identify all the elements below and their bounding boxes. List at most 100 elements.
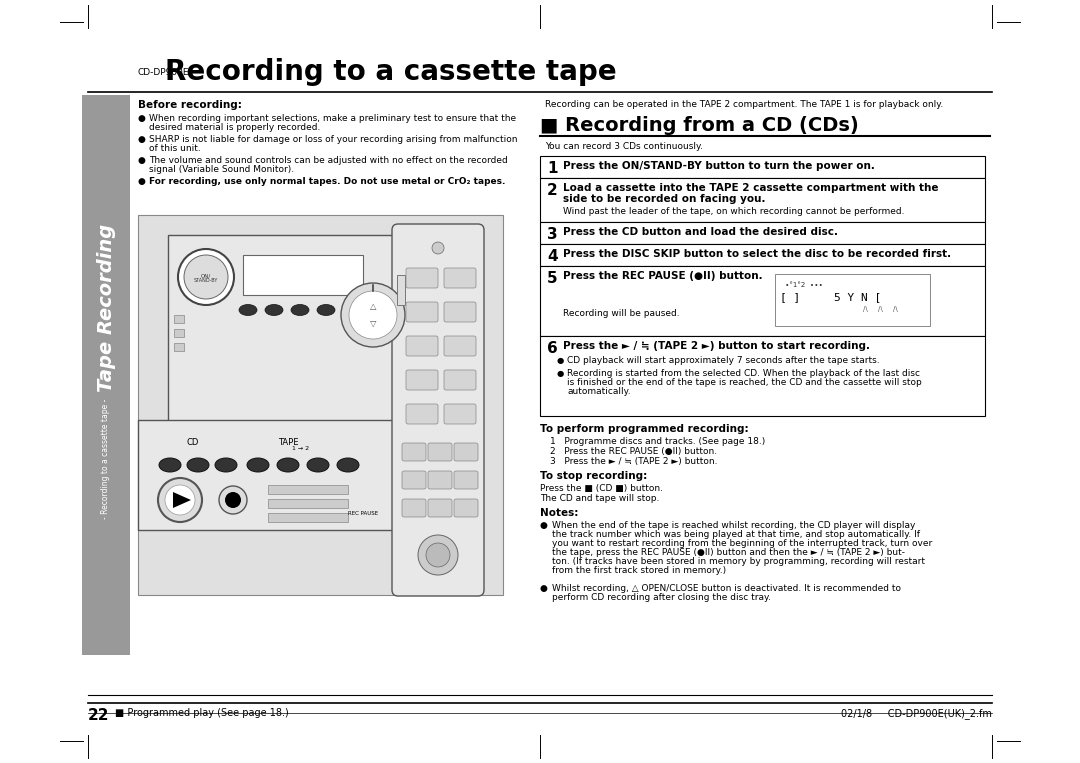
Text: you want to restart recording from the beginning of the interrupted track, turn : you want to restart recording from the b… <box>552 539 932 548</box>
Circle shape <box>165 485 195 515</box>
Ellipse shape <box>187 458 210 472</box>
Text: To stop recording:: To stop recording: <box>540 471 647 481</box>
FancyBboxPatch shape <box>444 302 476 322</box>
Bar <box>174 329 184 337</box>
Text: of this unit.: of this unit. <box>149 144 201 153</box>
Circle shape <box>225 492 241 508</box>
Ellipse shape <box>159 458 181 472</box>
Text: 02/1/8     CD-DP900E(UK)_2.fm: 02/1/8 CD-DP900E(UK)_2.fm <box>841 708 993 719</box>
Text: Before recording:: Before recording: <box>138 100 242 110</box>
FancyBboxPatch shape <box>402 471 426 489</box>
Text: For recording, use only normal tapes. Do not use metal or CrO₂ tapes.: For recording, use only normal tapes. Do… <box>149 177 505 186</box>
Text: signal (Variable Sound Monitor).: signal (Variable Sound Monitor). <box>149 165 294 174</box>
Bar <box>268 485 348 494</box>
FancyBboxPatch shape <box>444 370 476 390</box>
Text: 1   Programme discs and tracks. (See page 18.): 1 Programme discs and tracks. (See page … <box>550 437 766 446</box>
Text: 3: 3 <box>546 227 557 242</box>
Text: CD: CD <box>187 438 199 447</box>
Ellipse shape <box>337 458 359 472</box>
Text: ●: ● <box>138 177 146 186</box>
Text: When recording important selections, make a preliminary test to ensure that the: When recording important selections, mak… <box>149 114 516 123</box>
Text: side to be recorded on facing you.: side to be recorded on facing you. <box>563 194 766 204</box>
Text: Tape Recording: Tape Recording <box>96 224 116 392</box>
Bar <box>775 274 930 326</box>
FancyBboxPatch shape <box>454 471 478 489</box>
Text: 5: 5 <box>546 271 557 286</box>
FancyBboxPatch shape <box>406 370 438 390</box>
Text: Press the ■ (CD ■) button.: Press the ■ (CD ■) button. <box>540 484 663 493</box>
Text: - Recording to a cassette tape -: - Recording to a cassette tape - <box>102 399 110 519</box>
Circle shape <box>184 255 228 299</box>
Text: /\: /\ <box>893 306 897 312</box>
Text: Load a cassette into the TAPE 2 cassette compartment with the: Load a cassette into the TAPE 2 cassette… <box>563 183 939 193</box>
Text: ▽: ▽ <box>369 318 376 327</box>
Bar <box>540 178 985 222</box>
Text: To perform programmed recording:: To perform programmed recording: <box>540 424 748 434</box>
Circle shape <box>178 249 234 305</box>
Text: ●: ● <box>540 584 548 593</box>
Circle shape <box>432 242 444 254</box>
FancyBboxPatch shape <box>428 443 453 461</box>
Text: ●: ● <box>138 156 146 165</box>
Text: ton. (If tracks have been stored in memory by programming, recording will restar: ton. (If tracks have been stored in memo… <box>552 557 924 566</box>
FancyBboxPatch shape <box>428 471 453 489</box>
Text: 22: 22 <box>87 708 109 723</box>
Text: Press the REC PAUSE (●II) button.: Press the REC PAUSE (●II) button. <box>563 271 762 281</box>
Text: The CD and tape will stop.: The CD and tape will stop. <box>540 494 660 503</box>
Circle shape <box>426 543 450 567</box>
Ellipse shape <box>318 304 335 315</box>
FancyBboxPatch shape <box>406 268 438 288</box>
FancyBboxPatch shape <box>402 499 426 517</box>
Text: Recording can be operated in the TAPE 2 compartment. The TAPE 1 is for playback : Recording can be operated in the TAPE 2 … <box>545 100 943 109</box>
Text: REC PAUSE: REC PAUSE <box>348 511 378 516</box>
Text: desired material is properly recorded.: desired material is properly recorded. <box>149 123 321 132</box>
Bar <box>540 156 985 178</box>
Text: CD playback will start approximately 7 seconds after the tape starts.: CD playback will start approximately 7 s… <box>567 356 879 365</box>
Text: Recording will be paused.: Recording will be paused. <box>563 309 679 318</box>
Text: STAND-BY: STAND-BY <box>193 278 218 283</box>
Text: CD-DP900E: CD-DP900E <box>137 68 189 77</box>
Circle shape <box>349 291 397 339</box>
Circle shape <box>341 283 405 347</box>
Text: Press the ON/STAND-BY button to turn the power on.: Press the ON/STAND-BY button to turn the… <box>563 161 875 171</box>
Bar <box>268 513 348 522</box>
FancyBboxPatch shape <box>402 443 426 461</box>
Bar <box>243 255 363 295</box>
Ellipse shape <box>276 458 299 472</box>
Text: from the first track stored in memory.): from the first track stored in memory.) <box>552 566 726 575</box>
Bar <box>138 420 423 530</box>
Text: the tape, press the REC PAUSE (●II) button and then the ► / ≒ (TAPE 2 ►) but-: the tape, press the REC PAUSE (●II) butt… <box>552 548 905 557</box>
Text: 2   Press the REC PAUSE (●II) button.: 2 Press the REC PAUSE (●II) button. <box>550 447 717 456</box>
Text: ∙°1°2  ∙∙∙: ∙°1°2 ∙∙∙ <box>785 282 823 288</box>
Bar <box>168 235 403 435</box>
Bar <box>176 243 411 443</box>
Text: 6: 6 <box>546 341 557 356</box>
Bar <box>174 343 184 351</box>
Text: Recording to a cassette tape: Recording to a cassette tape <box>165 58 617 86</box>
Text: You can record 3 CDs continuously.: You can record 3 CDs continuously. <box>545 142 703 151</box>
Text: 2: 2 <box>546 183 557 198</box>
Text: SHARP is not liable for damage or loss of your recording arising from malfunctio: SHARP is not liable for damage or loss o… <box>149 135 517 144</box>
Circle shape <box>219 486 247 514</box>
Ellipse shape <box>307 458 329 472</box>
Bar <box>540 266 985 336</box>
Bar <box>540 336 985 416</box>
Text: is finished or the end of the tape is reached, the CD and the cassette will stop: is finished or the end of the tape is re… <box>567 378 921 387</box>
Text: The volume and sound controls can be adjusted with no effect on the recorded: The volume and sound controls can be adj… <box>149 156 508 165</box>
Text: TAPE: TAPE <box>278 438 298 447</box>
Text: the track number which was being played at that time, and stop automatically. If: the track number which was being played … <box>552 530 920 539</box>
FancyBboxPatch shape <box>444 268 476 288</box>
Ellipse shape <box>215 458 237 472</box>
FancyBboxPatch shape <box>428 499 453 517</box>
Text: Wind past the leader of the tape, on which recording cannot be performed.: Wind past the leader of the tape, on whi… <box>563 207 905 216</box>
Text: Press the CD button and load the desired disc.: Press the CD button and load the desired… <box>563 227 838 237</box>
Text: ON/: ON/ <box>201 273 211 278</box>
Text: [ ]     5 Y N [: [ ] 5 Y N [ <box>780 292 881 302</box>
FancyBboxPatch shape <box>406 302 438 322</box>
Text: △: △ <box>369 302 376 311</box>
Circle shape <box>418 535 458 575</box>
Text: ■ Recording from a CD (CDs): ■ Recording from a CD (CDs) <box>540 116 859 135</box>
FancyBboxPatch shape <box>454 499 478 517</box>
Text: ●: ● <box>557 356 564 365</box>
Text: ●: ● <box>138 135 146 144</box>
